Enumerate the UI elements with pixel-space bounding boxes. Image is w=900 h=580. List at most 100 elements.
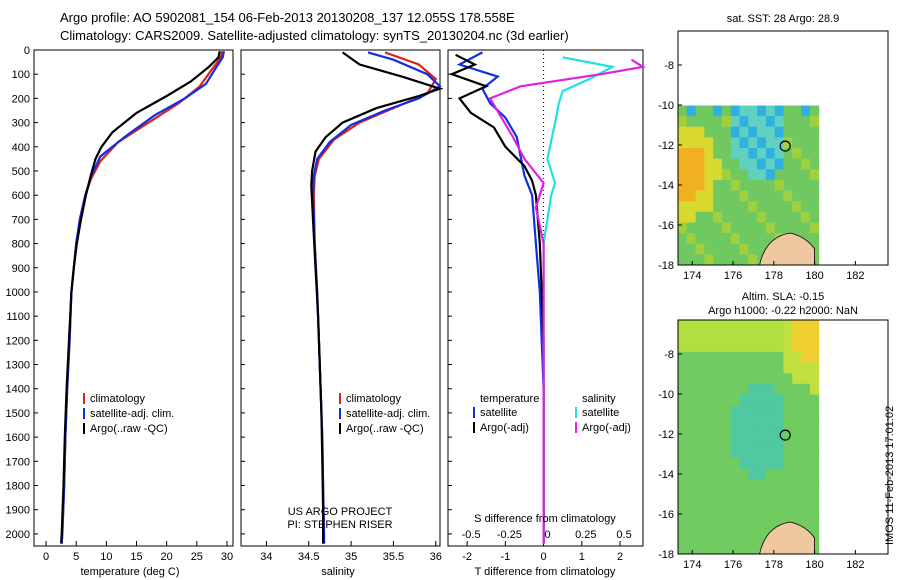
- g-sla-cell: [765, 415, 776, 427]
- g-sla-cell: [678, 351, 688, 363]
- g-sla-cell: [722, 405, 732, 417]
- depth-tick-label: 300: [12, 118, 30, 130]
- g-sla-cell: [713, 341, 723, 353]
- g-sla-argo-marker: [779, 429, 791, 441]
- g-sla-cell: [678, 341, 688, 353]
- difference-xtick-label: 0: [541, 551, 547, 563]
- g-sst-cell: [686, 105, 697, 117]
- g-sla-cell: [686, 447, 697, 459]
- g-sla-cell: [739, 320, 749, 332]
- g-sla-cell: [748, 532, 758, 544]
- g-sla-cell: [722, 468, 732, 480]
- g-sla-cell: [809, 511, 820, 523]
- project-line1: US ARGO PROJECT: [288, 506, 393, 518]
- depth-tick-label: 1600: [6, 432, 30, 444]
- g-sst-cell: [757, 148, 767, 160]
- g-sla-cell: [704, 415, 714, 427]
- depth-tick-label: 2000: [6, 529, 30, 541]
- g-sla-cell: [686, 383, 697, 395]
- g-sst-cell: [783, 116, 793, 128]
- g-sla-cell: [730, 437, 741, 449]
- g-sla-cell: [792, 490, 802, 502]
- g-sla-cell: [695, 468, 705, 480]
- g-sla-cell: [730, 458, 741, 470]
- g-sla-cell: [739, 522, 749, 534]
- s-diff-tick-label: 0.25: [575, 529, 596, 541]
- g-sst-cell: [686, 169, 697, 181]
- g-sla-cell: [801, 458, 811, 470]
- g-sla-cell: [713, 543, 723, 555]
- g-sst-cell: [722, 201, 732, 213]
- g-sla-cell: [713, 373, 723, 385]
- g-sst-cell: [730, 211, 741, 223]
- g-sst-cell: [774, 190, 784, 202]
- g-sst-cell: [678, 233, 688, 245]
- depth-tick-label: 1400: [6, 384, 30, 396]
- depth-tick-label: 1700: [6, 456, 30, 468]
- g-sst-cell: [748, 169, 758, 181]
- g-sla-cell: [739, 351, 749, 363]
- g-sla-cell: [792, 341, 802, 353]
- g-sla-cell: [774, 383, 784, 395]
- g-sla-cell: [774, 490, 784, 502]
- g-sla-cell: [792, 437, 802, 449]
- g-sst-cell: [704, 243, 714, 255]
- g-sst-cell: [792, 201, 802, 213]
- g-sla-cell: [678, 373, 688, 385]
- g-sla-cell: [678, 479, 688, 491]
- sal-legend-2-label: Argo(..raw -QC): [346, 423, 424, 435]
- g-sst-cell: [809, 211, 820, 223]
- g-sst-cell: [801, 233, 811, 245]
- g-sla-cell: [704, 522, 714, 534]
- g-sla-cell: [774, 468, 784, 480]
- g-sla-cell: [730, 362, 741, 374]
- g-sst-cell: [748, 254, 758, 266]
- g-sla-cell: [695, 373, 705, 385]
- g-sst-cell: [801, 222, 811, 234]
- g-sst-cell: [713, 105, 723, 117]
- g-sst-cell: [695, 190, 705, 202]
- g-sla-cell: [722, 394, 732, 406]
- g-sst-cell: [730, 233, 741, 245]
- g-sla-cell: [704, 320, 714, 332]
- g-sla-cell: [792, 373, 802, 385]
- g-sla-cell: [774, 405, 784, 417]
- temperature-xtick-label: 15: [130, 551, 142, 563]
- g-sla-cell: [774, 394, 784, 406]
- g-sst-cell: [801, 190, 811, 202]
- temperature-xtick-label: 30: [221, 551, 233, 563]
- g-sst-cell: [739, 201, 749, 213]
- g-sla-cell: [678, 383, 688, 395]
- g-sst-cell: [748, 116, 758, 128]
- g-sst-cell: [695, 105, 705, 117]
- salinity-frame: [240, 49, 441, 547]
- g-sst-cell: [774, 105, 784, 117]
- g-sla-cell: [748, 341, 758, 353]
- g-sla-cell: [713, 383, 723, 395]
- temperature-xtick-label: 5: [73, 551, 79, 563]
- g-sla-cell: [704, 490, 714, 502]
- g-sst-cell: [678, 137, 688, 149]
- g-sla-cell: [757, 511, 767, 523]
- salinity-series-0: [312, 51, 438, 544]
- g-sla-cell: [765, 447, 776, 459]
- depth-tick-label: 0: [24, 45, 30, 57]
- g-sla-cell: [704, 394, 714, 406]
- g-sst-cell: [757, 179, 767, 191]
- g-sla-cell: [801, 383, 811, 395]
- g-sla-frame: [677, 319, 889, 555]
- depth-tick-label: 100: [12, 69, 30, 81]
- g-sla-cell: [801, 394, 811, 406]
- salinity-panel: 34 34.5 35 35.5 36 climatology satellite-adj. …: [240, 49, 444, 563]
- g-sla-cell: [722, 490, 732, 502]
- g-sla-cell: [792, 458, 802, 470]
- g-sst-cell: [809, 179, 820, 191]
- g-sla-cell: [730, 468, 741, 480]
- g-sla-cell: [748, 383, 758, 395]
- g-sla-cell: [801, 320, 811, 332]
- salinity-xlabel: salinity: [321, 566, 355, 578]
- g-sla-cell: [792, 330, 802, 342]
- difference-series-2: [542, 56, 616, 544]
- g-sla-cell: [730, 383, 741, 395]
- g-sst-cell: [792, 148, 802, 160]
